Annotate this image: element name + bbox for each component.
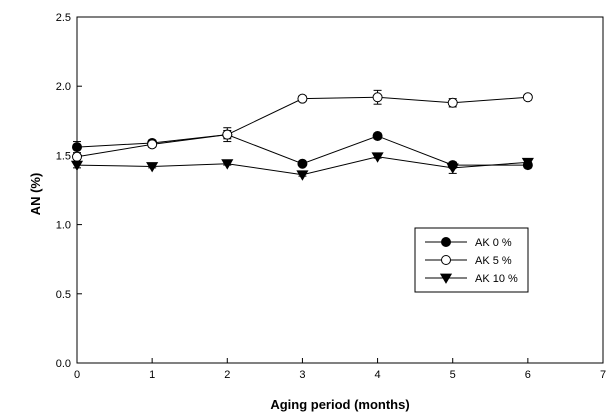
data-point <box>371 152 384 163</box>
axes: 0 1 2 3 4 5 6 7 0.0 0.5 1.0 1.5 2.0 2.5 <box>56 12 606 381</box>
x-tick-label: 6 <box>525 369 531 381</box>
y-tick-label: 2.5 <box>56 12 71 24</box>
legend-marker <box>439 273 453 284</box>
data-point <box>297 158 308 169</box>
y-tick-label: 1.0 <box>56 220 71 232</box>
legend-marker <box>441 237 451 247</box>
x-tick-label: 4 <box>375 369 381 381</box>
legend-label: AK 0 % <box>475 237 512 249</box>
series-1 <box>72 129 533 171</box>
series-layer <box>70 89 534 181</box>
x-tick-label: 7 <box>600 369 606 381</box>
data-point <box>296 170 309 181</box>
x-tick-label: 2 <box>224 369 230 381</box>
x-axis-title: Aging period (months) <box>270 397 409 412</box>
data-point <box>297 93 308 104</box>
x-tick-label: 5 <box>450 369 456 381</box>
data-point <box>372 92 383 103</box>
series-line <box>76 96 528 158</box>
y-tick-label: 1.5 <box>56 150 71 162</box>
y-tick-label: 0.0 <box>56 358 71 370</box>
y-tick-label: 2.0 <box>56 81 71 93</box>
data-point <box>447 97 458 108</box>
data-point <box>372 131 383 142</box>
data-point <box>70 160 84 172</box>
data-point <box>221 159 234 170</box>
x-tick-label: 3 <box>299 369 305 381</box>
data-point <box>146 162 159 173</box>
plot-frame <box>76 16 604 364</box>
legend-label: AK 10 % <box>475 273 518 285</box>
data-point <box>222 129 233 140</box>
data-point <box>446 163 459 174</box>
data-point <box>72 151 82 162</box>
x-tick-label: 0 <box>74 369 80 381</box>
legend: AK 0 % AK 5 % AK 10 % <box>414 227 529 293</box>
data-point <box>522 92 533 103</box>
legend-marker <box>441 255 451 265</box>
y-tick-label: 0.5 <box>56 289 71 301</box>
series-2 <box>72 89 533 162</box>
data-point <box>147 139 158 150</box>
y-axis-title: AN (%) <box>28 173 43 216</box>
series-3 <box>70 152 534 181</box>
data-point <box>521 157 534 169</box>
x-tick-label: 1 <box>149 369 155 381</box>
legend-label: AK 5 % <box>475 255 512 267</box>
data-point <box>72 142 82 153</box>
